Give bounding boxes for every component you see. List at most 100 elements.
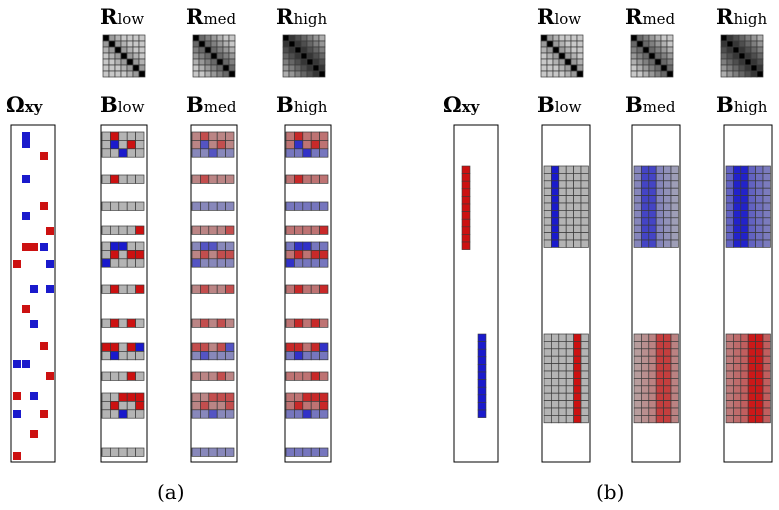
omega-point-a [46, 285, 54, 293]
b-cell-b-2 [740, 407, 749, 416]
b-cell-a-2 [310, 401, 320, 411]
r-matrix-b-0-cell [552, 64, 560, 72]
b-cell-b-0 [558, 341, 567, 350]
r-matrix-b-2-cell [744, 64, 752, 72]
r-matrix-b-0-cell [540, 64, 548, 72]
b-cell-a-2 [302, 447, 312, 457]
b-cell-b-0 [558, 355, 567, 364]
b-cell-b-0 [565, 173, 574, 182]
b-cell-b-0 [580, 239, 589, 248]
b-column-b-0 [541, 124, 591, 463]
b-cell-b-0 [543, 239, 552, 248]
b-cell-a-2 [302, 225, 312, 235]
b-cell-b-2 [725, 180, 734, 189]
r-matrix-a-0-cell [108, 70, 116, 78]
b-cell-b-1 [655, 415, 664, 424]
b-cell-b-0 [580, 232, 589, 241]
b-cell-b-0 [551, 348, 560, 357]
b-cell-a-1 [208, 174, 218, 184]
r-matrix-b-1-cell [630, 52, 638, 60]
b-cell-b-1 [641, 378, 650, 387]
r-matrix-a-2-cell [282, 34, 290, 42]
r-matrix-b-2-cell [744, 40, 752, 48]
b-cell-b-2 [725, 407, 734, 416]
b-cell-a-0 [126, 174, 136, 184]
b-cell-b-2 [740, 239, 749, 248]
r-med-label-a: Rmed [186, 4, 237, 29]
b-cell-b-2 [747, 415, 756, 424]
r-matrix-b-1-cell [660, 52, 668, 60]
b-cell-a-0 [118, 392, 128, 402]
r-matrix-b-2-cell [720, 58, 728, 66]
r-matrix-a-1-cell [192, 40, 200, 48]
b-cell-b-1 [670, 363, 679, 372]
b-cell-a-1 [216, 241, 226, 251]
b-high-label-b: Bhigh [716, 92, 768, 117]
r-matrix-a-2-cell [282, 40, 290, 48]
b-cell-b-2 [733, 348, 742, 357]
omega-label-a: Ωxy [6, 92, 43, 117]
b-cell-b-1 [655, 187, 664, 196]
b-cell-b-1 [655, 341, 664, 350]
b-cell-b-0 [580, 363, 589, 372]
b-cell-b-2 [740, 363, 749, 372]
r-matrix-b-0-cell [570, 52, 578, 60]
r-matrix-b-1-cell [666, 40, 674, 48]
b-cell-a-1 [216, 351, 226, 361]
r-matrix-a-2-cell [306, 64, 314, 72]
b-cell-a-2 [302, 148, 312, 158]
b-cell-b-0 [573, 173, 582, 182]
r-matrix-a-2-cell [288, 40, 296, 48]
b-cell-a-0 [126, 241, 136, 251]
b-cell-b-0 [558, 400, 567, 409]
b-cell-b-2 [747, 202, 756, 211]
b-cell-b-2 [740, 187, 749, 196]
b-cell-a-2 [302, 250, 312, 260]
b-cell-b-2 [740, 415, 749, 424]
b-cell-b-2 [725, 217, 734, 226]
r-matrix-b-0-cell [576, 58, 584, 66]
b-cell-b-1 [663, 173, 672, 182]
b-cell-b-0 [580, 210, 589, 219]
b-cell-a-1 [208, 371, 218, 381]
b-cell-b-1 [670, 407, 679, 416]
b-cell-a-1 [191, 201, 201, 211]
b-cell-a-1 [191, 409, 201, 419]
b-cell-a-1 [225, 131, 235, 141]
b-cell-a-0 [118, 401, 128, 411]
r-matrix-a-2-cell [306, 58, 314, 66]
b-cell-a-0 [101, 392, 111, 402]
r-matrix-b-0-cell [558, 52, 566, 60]
b-cell-a-2 [294, 318, 304, 328]
r-matrix-b-0-cell [576, 40, 584, 48]
b-cell-b-2 [725, 239, 734, 248]
b-cell-a-0 [110, 241, 120, 251]
b-cell-b-0 [558, 173, 567, 182]
b-cell-a-0 [118, 140, 128, 150]
omega-point-a [22, 243, 30, 251]
r-matrix-b-1-cell [654, 34, 662, 42]
omega-point-b [477, 364, 487, 373]
r-matrix-a-1-cell [222, 40, 230, 48]
omega-point-a [46, 260, 54, 268]
b-cell-b-1 [663, 370, 672, 379]
b-cell-b-0 [580, 341, 589, 350]
b-cell-a-0 [135, 225, 145, 235]
b-cell-b-0 [551, 173, 560, 182]
r-matrix-a-2-cell [312, 64, 320, 72]
b-cell-b-1 [633, 173, 642, 182]
b-cell-b-2 [733, 415, 742, 424]
b-cell-b-1 [633, 195, 642, 204]
r-low-label-b: Rlow [537, 4, 582, 29]
r-matrix-a-2-cell [300, 40, 308, 48]
b-cell-a-2 [310, 409, 320, 419]
r-matrix-b-1-cell [642, 70, 650, 78]
b-cell-a-0 [101, 250, 111, 260]
b-cell-b-0 [558, 333, 567, 342]
b-cell-b-0 [551, 378, 560, 387]
b-cell-b-0 [580, 407, 589, 416]
b-cell-b-1 [648, 385, 657, 394]
b-cell-b-1 [648, 187, 657, 196]
b-cell-b-2 [755, 210, 764, 219]
b-cell-b-1 [641, 333, 650, 342]
